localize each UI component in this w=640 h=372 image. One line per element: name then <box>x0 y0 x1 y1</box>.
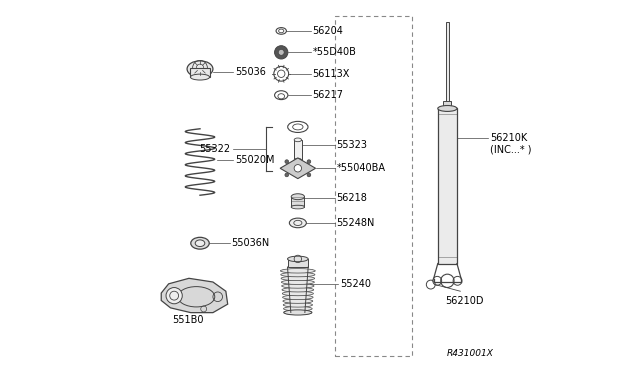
Text: 55322: 55322 <box>200 144 230 154</box>
Bar <box>294 140 301 160</box>
Polygon shape <box>161 278 228 312</box>
Ellipse shape <box>294 220 302 225</box>
Text: 55036: 55036 <box>235 67 266 77</box>
Ellipse shape <box>282 291 314 296</box>
Ellipse shape <box>195 240 205 247</box>
Text: 56210D: 56210D <box>445 296 484 306</box>
Bar <box>335 16 412 356</box>
Text: 56218: 56218 <box>337 193 367 203</box>
Bar <box>438 109 457 263</box>
Text: (INC...* ): (INC...* ) <box>490 144 531 154</box>
Text: 56210K: 56210K <box>490 133 527 143</box>
Text: 55240: 55240 <box>340 279 371 289</box>
Bar <box>291 197 305 207</box>
Ellipse shape <box>281 276 315 280</box>
Ellipse shape <box>282 288 314 292</box>
Ellipse shape <box>282 280 314 285</box>
Ellipse shape <box>187 61 213 77</box>
Text: 56113X: 56113X <box>312 69 350 79</box>
Ellipse shape <box>287 256 308 262</box>
Text: 56204: 56204 <box>312 26 344 36</box>
Circle shape <box>275 46 288 59</box>
Ellipse shape <box>289 218 307 228</box>
Ellipse shape <box>282 284 314 288</box>
Text: 56217: 56217 <box>312 90 344 100</box>
Circle shape <box>285 160 289 163</box>
Text: *55D40B: *55D40B <box>312 47 356 57</box>
Circle shape <box>285 173 289 177</box>
Ellipse shape <box>291 205 305 209</box>
Circle shape <box>278 49 284 55</box>
Text: R431001X: R431001X <box>447 349 493 358</box>
Ellipse shape <box>191 74 210 80</box>
Ellipse shape <box>284 303 312 307</box>
Circle shape <box>166 288 182 304</box>
Ellipse shape <box>294 138 301 142</box>
Bar <box>287 259 308 267</box>
Ellipse shape <box>191 237 209 249</box>
Text: 55036N: 55036N <box>232 238 269 248</box>
Circle shape <box>307 173 311 177</box>
Bar <box>446 22 449 105</box>
Ellipse shape <box>280 269 316 273</box>
Ellipse shape <box>284 310 312 315</box>
Ellipse shape <box>291 194 305 200</box>
Circle shape <box>307 160 311 163</box>
Ellipse shape <box>284 307 312 311</box>
Bar <box>191 68 210 77</box>
Ellipse shape <box>283 299 313 303</box>
Text: 55323: 55323 <box>337 140 367 150</box>
Ellipse shape <box>438 106 457 112</box>
Ellipse shape <box>281 272 315 277</box>
Polygon shape <box>280 158 316 179</box>
Circle shape <box>294 164 301 172</box>
Bar <box>444 101 451 110</box>
Text: 55248N: 55248N <box>337 218 375 228</box>
Ellipse shape <box>284 310 312 315</box>
Text: 551B0: 551B0 <box>172 315 204 325</box>
Text: *55040BA: *55040BA <box>337 163 386 173</box>
Ellipse shape <box>294 158 301 162</box>
Ellipse shape <box>283 295 313 299</box>
Text: 55020M: 55020M <box>235 155 275 165</box>
